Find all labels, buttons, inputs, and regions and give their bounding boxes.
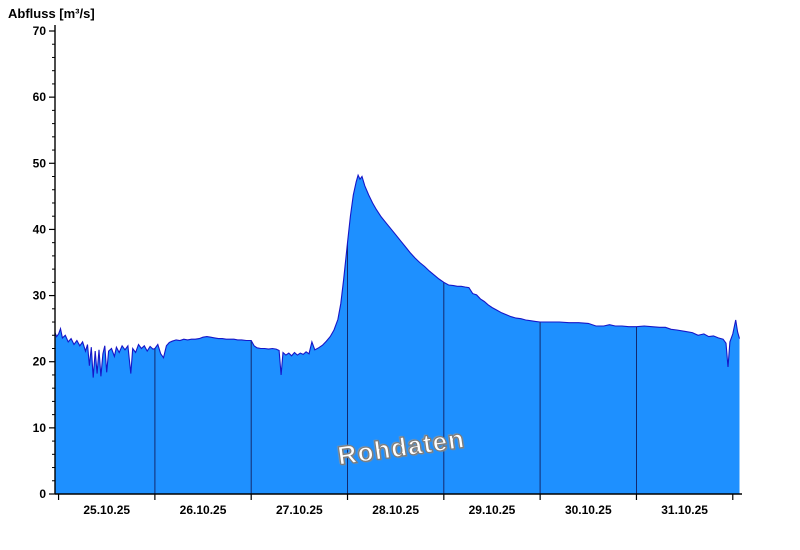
series-line (54, 173, 741, 378)
x-date-label: 29.10.25 (469, 503, 516, 517)
y-axis-title: Abfluss [m³/s] (8, 6, 95, 21)
y-tick-label: 40 (33, 222, 47, 236)
y-tick-label: 0 (39, 487, 46, 501)
x-date-label: 31.10.25 (661, 503, 708, 517)
x-date-label: 30.10.25 (565, 503, 612, 517)
x-date-label: 28.10.25 (372, 503, 419, 517)
x-date-label: 26.10.25 (180, 503, 227, 517)
x-date-label: 25.10.25 (83, 503, 130, 517)
y-tick-label: 30 (33, 289, 47, 303)
y-tick-label: 10 (33, 421, 47, 435)
x-date-label: 27.10.25 (276, 503, 323, 517)
y-tick-label: 60 (33, 90, 47, 104)
area-fill (55, 175, 740, 494)
y-tick-label: 70 (33, 24, 47, 38)
y-tick-label: 20 (33, 355, 47, 369)
y-tick-label: 50 (33, 156, 47, 170)
